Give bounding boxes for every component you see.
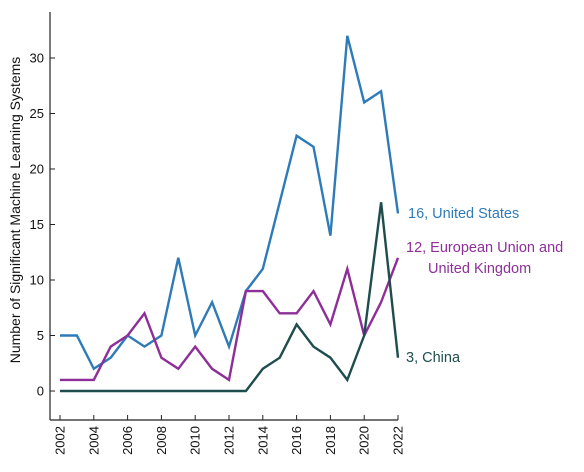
y-tick-label: 20 <box>30 162 44 177</box>
series-lines <box>60 35 400 393</box>
x-tick-label: 2010 <box>188 426 203 455</box>
y-tick-label: 15 <box>30 217 44 232</box>
x-tick-label: 2016 <box>289 426 304 455</box>
x-tick-label: 2008 <box>154 426 169 455</box>
y-tick-label: 30 <box>30 51 44 66</box>
series-label-european-union-and-united-kingdom: United Kingdom <box>428 261 531 277</box>
y-tick-label: 25 <box>30 106 44 121</box>
y-tick-label: 10 <box>30 273 44 288</box>
series-line-european-union-and-united-kingdom <box>60 257 400 382</box>
x-axis-ticks: 2002 2004 2006 2008 2010 2012 2014 2016 2018 2020… <box>53 415 406 455</box>
y-tick-label: 0 <box>37 384 44 399</box>
x-tick-label: 2012 <box>222 426 237 455</box>
x-tick-label: 2006 <box>120 426 135 455</box>
series-line-united-states <box>60 35 400 371</box>
y-axis-title: Number of Significant Machine Learning S… <box>7 57 23 364</box>
series-label-european-union-and-united-kingdom: 12, European Union and <box>406 240 563 256</box>
series-labels: 16, United States 12, European Union and U… <box>406 206 563 366</box>
y-tick-label: 5 <box>37 328 44 343</box>
y-axis-ticks: 0 5 10 15 20 25 30 <box>30 51 55 399</box>
x-tick-label: 2004 <box>86 426 101 455</box>
x-tick-label: 2022 <box>391 426 406 455</box>
x-tick-label: 2002 <box>53 426 68 455</box>
series-label-china: 3, China <box>406 350 461 366</box>
x-tick-label: 2018 <box>323 426 338 455</box>
x-tick-label: 2014 <box>255 426 270 455</box>
axes <box>49 12 398 421</box>
series-label-united-states: 16, United States <box>408 206 519 222</box>
x-tick-label: 2020 <box>357 426 372 455</box>
series-line-china <box>60 202 400 393</box>
